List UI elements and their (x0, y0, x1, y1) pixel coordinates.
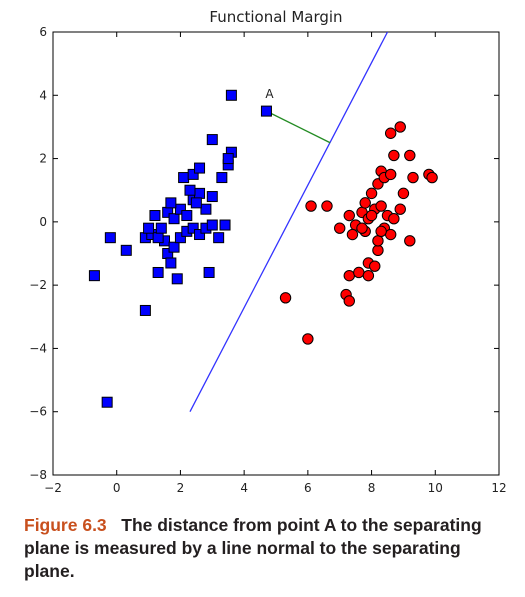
data-point-square (174, 203, 186, 215)
data-point-circle (407, 171, 419, 184)
data-point-circle (359, 197, 371, 209)
data-point-circle (321, 200, 333, 212)
data-point-square (190, 197, 202, 209)
data-point-circle (394, 203, 406, 215)
data-point-square (187, 168, 199, 180)
data-point-circle (334, 222, 346, 234)
data-point-circle (394, 121, 406, 133)
data-point-square (194, 162, 206, 174)
data-point-square (101, 396, 113, 408)
data-point-square (206, 219, 218, 231)
data-point-circle (305, 200, 317, 212)
data-point-square (152, 232, 164, 244)
data-point-square (88, 270, 100, 282)
x-tick-label: 8 (368, 481, 376, 495)
x-tick-label: 10 (428, 481, 443, 495)
data-point-circle (375, 225, 387, 238)
data-point-square (222, 153, 234, 165)
y-tick-label: 4 (39, 88, 47, 102)
data-point-square (203, 266, 215, 278)
data-point-circle (343, 269, 355, 282)
y-tick-label: −6 (29, 405, 47, 419)
data-point-circle (356, 222, 368, 234)
data-point-square (184, 184, 196, 196)
x-tick-label: 0 (113, 481, 121, 495)
data-point-square (216, 172, 228, 184)
data-point-square (104, 232, 116, 244)
y-tick-label: 6 (39, 25, 47, 39)
data-point-square (187, 222, 199, 234)
data-point-circle (384, 127, 397, 139)
data-point-square (152, 266, 164, 278)
data-point-square (168, 241, 180, 253)
data-point-circle (384, 228, 397, 241)
data-point-circle (404, 235, 416, 247)
x-tick-label: −2 (44, 481, 62, 495)
data-point-circle (362, 269, 375, 282)
data-point-square (260, 105, 272, 117)
y-tick-label: 0 (39, 215, 47, 229)
data-point-circle (353, 266, 365, 279)
data-point-square (200, 203, 212, 215)
data-point-circle (388, 149, 400, 162)
data-point-square (206, 191, 218, 203)
data-point-circle (279, 292, 292, 304)
data-point-square (213, 232, 225, 244)
data-point-square (225, 89, 237, 101)
chart-area: Functional Margin −2 0 2 4 6 8 10 12 −8 −6 −4 −2 0 2 4 6… (29, 8, 506, 495)
x-tick-label: 4 (240, 481, 248, 495)
data-point-square (168, 213, 180, 225)
data-point-circle (343, 209, 355, 222)
plot-frame (52, 31, 500, 476)
data-point-circle (369, 260, 381, 272)
data-point-square (178, 172, 190, 184)
y-tick-label: −2 (29, 278, 47, 292)
data-point-circle (365, 187, 378, 200)
data-point-circle (372, 235, 384, 247)
data-point-square (155, 222, 167, 234)
data-point-square (143, 222, 155, 234)
x-tick-label: 12 (491, 481, 506, 495)
data-point-circle (426, 171, 438, 184)
separating-line (189, 31, 389, 413)
data-point-circle (384, 168, 397, 181)
y-tick-label: −8 (29, 468, 47, 482)
figure-caption: Figure 6.3 The distance from point A to … (24, 514, 504, 583)
y-tick-label: 2 (39, 152, 47, 166)
x-tick-label: 6 (304, 481, 312, 495)
data-point-circle (365, 209, 378, 222)
normal-segment (266, 110, 331, 144)
data-point-square (171, 273, 183, 285)
data-point-square (174, 232, 186, 244)
data-point-square (194, 187, 206, 199)
data-point-circle (375, 200, 387, 212)
data-point-square (165, 257, 177, 269)
data-point-square (165, 197, 177, 209)
scatter-chart: Functional Margin −2 0 2 4 6 8 10 12 −8 −6 −4 −2 0 2 4 6… (29, 8, 506, 495)
data-point-square (181, 210, 193, 222)
data-point-square (194, 229, 206, 241)
point-label-a: A (265, 87, 274, 101)
caption-text: The distance from point A to the separat… (24, 515, 482, 581)
y-tick-label: −4 (29, 341, 47, 355)
data-point-circle (346, 228, 359, 241)
data-point-circle (404, 149, 416, 162)
data-point-square (149, 210, 161, 222)
data-point-circle (372, 244, 384, 257)
data-point-circle (388, 212, 400, 225)
data-point-square (219, 219, 231, 231)
data-point-square (120, 244, 132, 256)
x-tick-label: 2 (177, 481, 185, 495)
data-point-square (139, 304, 151, 316)
data-point-square (206, 134, 218, 146)
figure-label: Figure 6.3 (24, 515, 107, 535)
chart-title: Functional Margin (209, 8, 342, 26)
data-point-circle (397, 187, 410, 200)
data-point-circle (302, 333, 314, 345)
data-point-circle (343, 295, 355, 307)
